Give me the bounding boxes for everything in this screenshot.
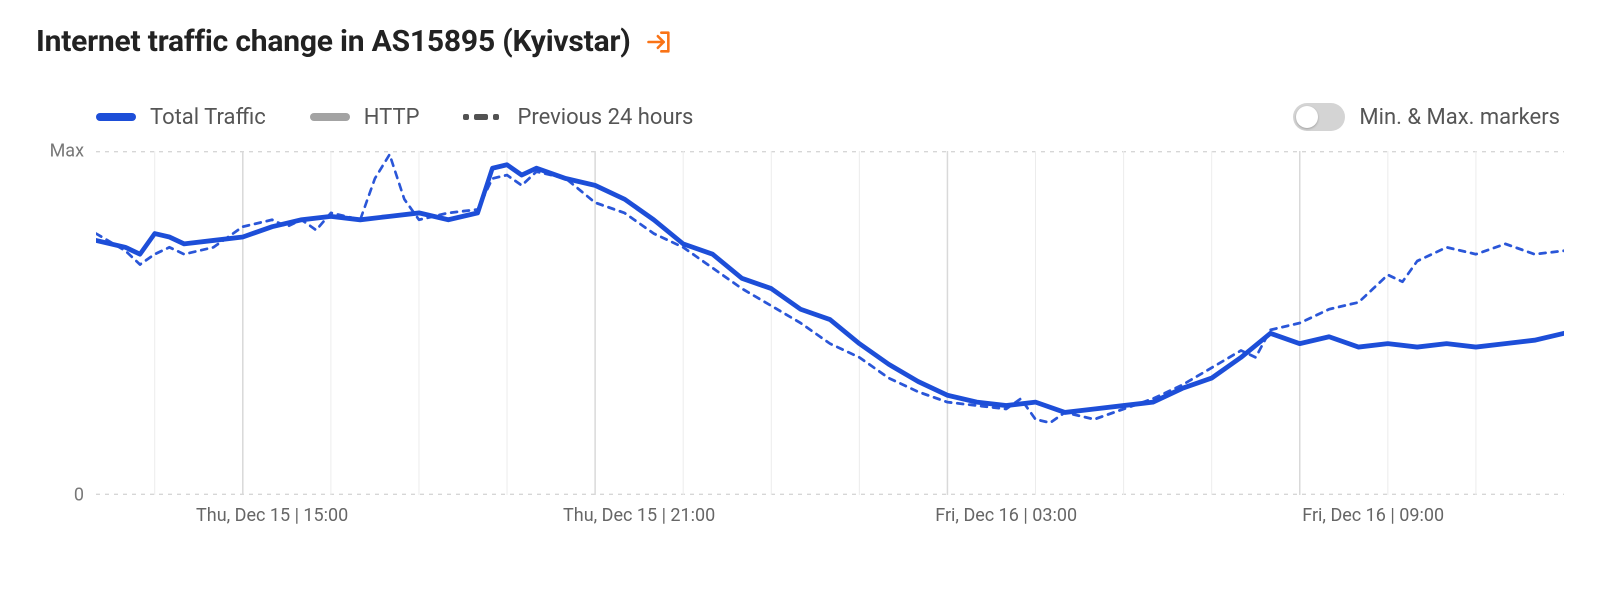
x-axis-labels: Thu, Dec 15 | 15:00 Thu, Dec 15 | 21:00 Fr…	[96, 501, 1564, 531]
min-max-toggle[interactable]	[1293, 103, 1345, 131]
min-max-toggle-group: Min. & Max. markers	[1293, 103, 1564, 131]
toggle-knob-icon	[1296, 106, 1318, 128]
y-axis-labels: Max0	[36, 151, 92, 531]
x-tick-label: Thu, Dec 15 | 15:00	[196, 505, 348, 526]
chart-plot	[96, 151, 1564, 495]
legend-previous-24h[interactable]: Previous 24 hours	[463, 105, 693, 130]
x-tick-label: Thu, Dec 15 | 21:00	[563, 505, 715, 526]
legend-row: Total Traffic HTTP Previous 24 hours Min…	[36, 103, 1564, 131]
legend-swatch-solid-icon	[96, 113, 136, 121]
legend-swatch-dash-icon	[463, 113, 503, 121]
x-tick-label: Fri, Dec 16 | 03:00	[935, 505, 1077, 526]
legend-http[interactable]: HTTP	[310, 105, 420, 130]
chart-area: Max0 Thu, Dec 15 | 15:00 Thu, Dec 15 | 21…	[36, 151, 1564, 531]
toggle-label: Min. & Max. markers	[1359, 105, 1560, 130]
external-link-icon[interactable]	[645, 28, 673, 56]
legend-label: Previous 24 hours	[517, 105, 693, 130]
title-row: Internet traffic change in AS15895 (Kyiv…	[36, 24, 1564, 59]
legend-swatch-solid-icon	[310, 113, 350, 121]
y-tick-label: 0	[74, 485, 84, 506]
legend-label: HTTP	[364, 105, 420, 130]
chart-title: Internet traffic change in AS15895 (Kyiv…	[36, 24, 631, 59]
legend-total-traffic[interactable]: Total Traffic	[96, 105, 266, 130]
x-tick-label: Fri, Dec 16 | 09:00	[1302, 505, 1444, 526]
y-tick-label: Max	[50, 141, 84, 162]
legend-label: Total Traffic	[150, 105, 266, 130]
